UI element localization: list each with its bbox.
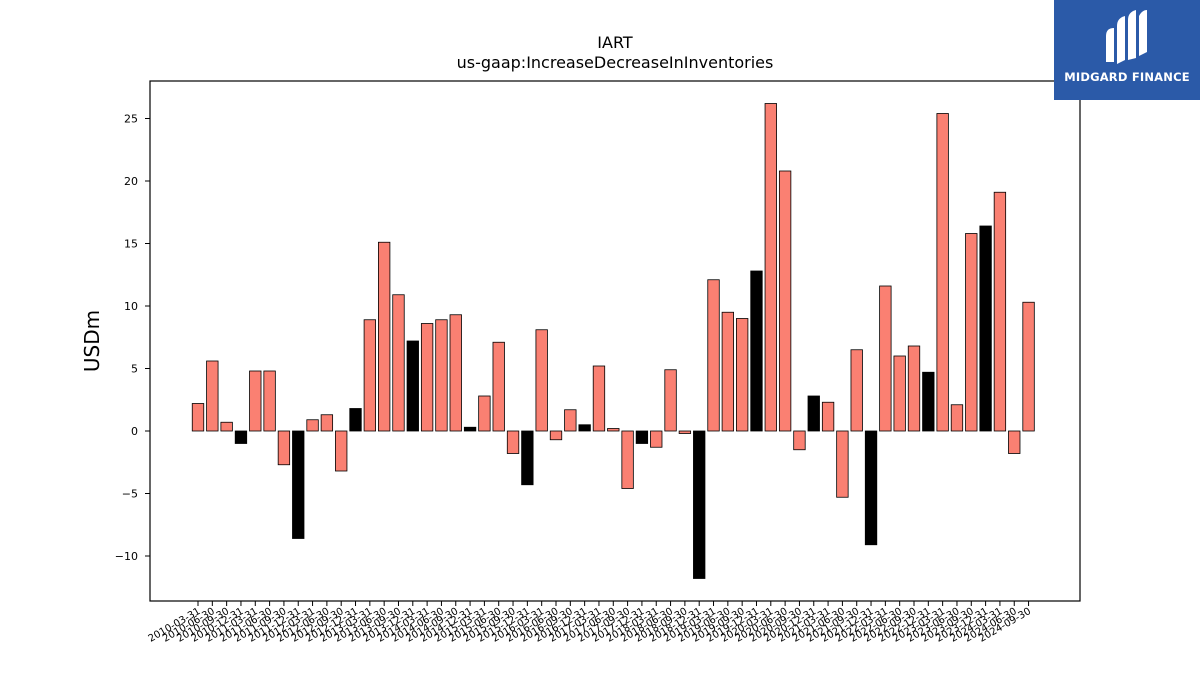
bar [392, 294, 405, 432]
bar [249, 370, 262, 432]
bar [206, 360, 219, 432]
bar [220, 421, 233, 432]
y-tick-label: 10 [124, 300, 138, 313]
bar [793, 430, 806, 451]
bar [306, 419, 319, 432]
bar [549, 430, 563, 441]
bar [1008, 430, 1021, 454]
y-tick-label: 25 [124, 113, 138, 126]
bar [821, 401, 835, 432]
y-tick-label: 15 [124, 238, 138, 251]
bar [363, 319, 376, 432]
y-tick-label: 20 [124, 175, 138, 188]
bar [693, 430, 706, 579]
bar [893, 355, 906, 432]
bar [936, 113, 949, 432]
y-tick-label: 5 [131, 363, 138, 376]
bar [406, 340, 419, 432]
bar [707, 279, 720, 432]
bar [506, 430, 520, 454]
bar [979, 225, 992, 432]
x-axis: 2010-03-312010-06-302010-09-302010-12-31… [147, 601, 1033, 645]
bar [607, 428, 620, 432]
bar [463, 426, 477, 432]
bar [420, 323, 434, 432]
bar [378, 241, 391, 432]
bar [635, 430, 649, 444]
y-axis-label: USDm [80, 310, 104, 372]
bar [621, 430, 634, 489]
midgard-logo-icon [1106, 10, 1147, 64]
chart-subtitle: us-gaap:IncreaseDecreaseInInventories [457, 53, 774, 72]
bar [750, 270, 763, 432]
bar [478, 395, 491, 432]
bar [764, 103, 777, 432]
bar [922, 371, 935, 432]
bar [664, 369, 677, 432]
bar [263, 370, 276, 432]
y-tick-label: −5 [122, 488, 138, 501]
bar [535, 329, 548, 432]
bar [234, 430, 248, 444]
bar [592, 365, 606, 432]
bar [993, 191, 1007, 432]
bar [965, 233, 978, 432]
bar [191, 403, 205, 432]
bar [435, 319, 448, 432]
bar [349, 408, 362, 432]
bar [850, 349, 863, 432]
bar [836, 430, 849, 498]
bar [335, 430, 348, 472]
bar [879, 285, 892, 432]
bar [564, 409, 577, 432]
y-axis: −10 −5 0 5 10 15 20 25 [115, 113, 150, 563]
bar [778, 170, 792, 432]
bar [1022, 301, 1035, 432]
bar [736, 318, 749, 432]
bar [864, 430, 878, 546]
bar [449, 314, 462, 432]
bar [678, 430, 692, 434]
bar [292, 430, 305, 539]
bar [521, 430, 534, 486]
bar [650, 430, 663, 448]
bar [721, 311, 734, 432]
bar [578, 424, 591, 432]
bar [320, 414, 334, 432]
bar [950, 404, 964, 432]
bars-group [191, 103, 1035, 579]
bar [807, 395, 820, 432]
bar [907, 345, 921, 432]
y-tick-label: 0 [131, 425, 138, 438]
bar [492, 341, 505, 432]
plot-frame [149, 80, 1081, 602]
chart-title: IART [597, 33, 633, 52]
brand-name: MIDGARD FINANCE [1064, 70, 1190, 84]
bar [277, 430, 291, 466]
y-tick-label: −10 [115, 550, 138, 563]
brand-logo: MIDGARD FINANCE [1054, 0, 1200, 100]
